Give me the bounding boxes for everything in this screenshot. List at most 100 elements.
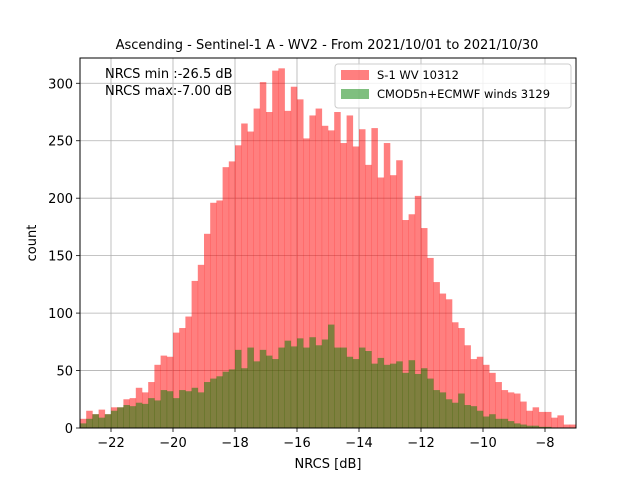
cmod-histogram-bar: [489, 414, 496, 428]
s1-histogram-bar: [216, 200, 223, 428]
cmod-histogram-bar: [303, 347, 310, 428]
cmod-histogram-bar: [278, 347, 285, 428]
s1-histogram-bar: [352, 146, 360, 428]
cmod-histogram-bar: [495, 418, 502, 428]
s1-histogram-bar: [359, 129, 366, 428]
x-tick-label: −8: [535, 436, 554, 451]
cmod-histogram-bar: [315, 345, 323, 428]
cmod-histogram-bar: [464, 405, 471, 428]
y-tick-label: 200: [48, 192, 73, 207]
cmod-histogram-bar: [154, 400, 161, 428]
cmod-histogram-bar: [445, 399, 453, 428]
cmod-histogram-bar: [210, 378, 217, 428]
s1-histogram-bar: [464, 345, 471, 428]
s1-histogram-bar: [365, 164, 372, 429]
cmod-histogram-bar: [272, 359, 279, 428]
cmod-histogram-bar: [334, 347, 341, 428]
cmod-histogram-bar: [371, 363, 378, 428]
cmod-histogram-bar: [266, 355, 273, 428]
x-tick-label: −18: [221, 436, 248, 451]
cmod-histogram-bar: [222, 371, 230, 428]
y-tick-label: 50: [56, 365, 73, 380]
cmod-histogram-bar: [383, 364, 391, 428]
s1-histogram-bar: [228, 161, 236, 429]
cmod-histogram-bar: [414, 373, 422, 428]
s1-histogram-bar: [241, 123, 248, 429]
cmod-histogram-bar: [284, 340, 292, 428]
s1-histogram-bar: [303, 138, 310, 428]
s1-histogram-bar: [315, 108, 323, 428]
s1-histogram-bar: [154, 364, 161, 428]
cmod-histogram-bar: [185, 391, 192, 428]
cmod-histogram-bar: [86, 418, 93, 428]
cmod-histogram-bar: [458, 393, 465, 428]
cmod-histogram-bar: [142, 403, 149, 428]
cmod-histogram-bar: [129, 406, 137, 428]
cmod-histogram-bar: [321, 339, 329, 428]
y-tick-label: 250: [48, 135, 73, 150]
cmod-histogram-bar: [259, 349, 267, 428]
cmod-histogram-bar: [470, 406, 478, 428]
bars-layer: [80, 68, 577, 429]
s1-histogram-bar: [563, 424, 571, 428]
s1-histogram-bar: [458, 328, 465, 428]
cmod-histogram-bar: [328, 324, 335, 428]
s1-histogram-bar: [390, 175, 397, 428]
s1-histogram-bar: [346, 115, 354, 428]
cmod-histogram-bar: [290, 346, 298, 428]
cmod-histogram-bar: [253, 361, 261, 428]
s1-histogram-bar: [173, 332, 180, 428]
x-tick-label: −12: [407, 436, 434, 451]
cmod-histogram-bar: [501, 418, 509, 428]
s1-histogram-bar: [290, 86, 298, 428]
cmod-histogram-bar: [520, 424, 527, 428]
s1-histogram-bar: [569, 424, 577, 428]
cmod-histogram-bar: [148, 398, 155, 428]
s1-histogram-bar: [284, 110, 292, 428]
s1-histogram-bar: [402, 220, 409, 428]
cmod-histogram-bar: [421, 368, 428, 428]
s1-histogram-bar: [489, 372, 496, 428]
s1-histogram-bar: [557, 415, 564, 428]
cmod-histogram-bar: [166, 391, 174, 428]
s1-histogram-bar: [507, 392, 515, 428]
s1-histogram-bar: [439, 293, 447, 428]
legend: S-1 WV 10312 CMOD5n+ECMWF winds 3129: [334, 63, 572, 109]
cmod-histogram-bar: [439, 392, 447, 428]
cmod-histogram-bar: [514, 423, 521, 428]
cmod-histogram-bar: [111, 410, 118, 428]
cmod-histogram-bar: [80, 423, 87, 428]
cmod-histogram-bar: [241, 368, 248, 428]
nrcs-max-annotation: NRCS max:-7.00 dB: [105, 84, 232, 99]
s1-histogram-bar: [470, 359, 478, 428]
cmod-histogram-bar: [377, 357, 385, 428]
cmod-histogram-bar: [346, 356, 354, 428]
cmod-histogram-bar: [92, 414, 99, 428]
s1-histogram-bar: [408, 214, 416, 428]
legend-label-s1: S-1 WV 10312: [377, 68, 459, 82]
cmod-histogram-bar: [396, 361, 403, 428]
cmod-histogram-bar: [340, 347, 347, 428]
s1-histogram-bar: [235, 145, 242, 428]
s1-histogram-bar: [427, 257, 434, 428]
s1-histogram-bar: [501, 390, 509, 428]
s1-histogram-bar: [222, 167, 230, 428]
s1-histogram-bar: [185, 316, 192, 428]
cmod-histogram-bar: [427, 378, 434, 428]
cmod-histogram-bar: [507, 421, 515, 428]
cmod-histogram-bar: [526, 425, 533, 428]
cmod-histogram-bar: [476, 410, 484, 428]
s1-histogram-bar: [334, 112, 341, 428]
cmod-histogram-bar: [390, 363, 397, 428]
s1-histogram-bar: [421, 228, 428, 428]
cmod-histogram-bar: [532, 425, 540, 428]
cmod-histogram-bar: [452, 402, 459, 428]
s1-histogram-bar: [551, 417, 558, 428]
cmod-histogram-bar: [538, 426, 546, 428]
s1-histogram-bar: [247, 131, 254, 428]
x-tick-label: −22: [97, 436, 124, 451]
s1-histogram-bar: [272, 70, 279, 428]
s1-histogram-bar: [495, 382, 502, 428]
s1-histogram-bar: [197, 264, 205, 428]
